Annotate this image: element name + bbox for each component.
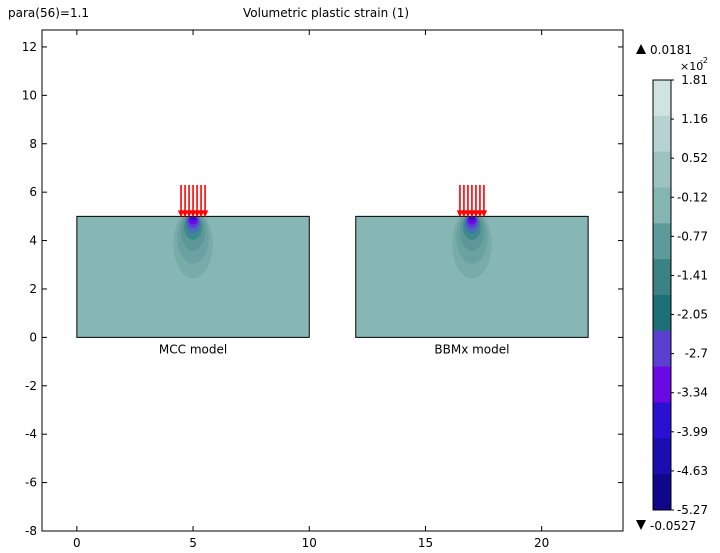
colorbar-swatch [653,295,671,332]
y-tick-label: 0 [29,330,37,344]
min-triangle-icon [636,520,646,530]
colorbar-tick-label: -0.12 [677,190,708,204]
max-triangle-icon [636,44,646,54]
colorbar-swatch [653,115,671,153]
colorbar-multiplier-exponent: -2 [700,56,708,65]
min-value-label: -0.0527 [650,519,696,533]
colorbar-tick-label: -5.27 [677,503,708,517]
colorbar-tick-label: -2.7 [685,347,708,361]
y-tick-label: -2 [25,379,37,393]
strain-contour-group [452,216,492,279]
parameter-label: para(56)=1.1 [8,6,90,20]
colorbar-swatch [653,80,671,117]
colorbar-tick-label: -4.63 [677,464,708,478]
colorbar-tick-label: -0.77 [677,229,708,243]
colorbar-tick-label: -3.99 [677,425,708,439]
y-tick-label: -8 [25,524,37,538]
strain-contour-band [190,216,197,221]
colorbar-swatch [653,187,671,224]
colorbar-swatch [653,438,671,475]
y-tick-label: 6 [29,185,37,199]
colorbar-swatch [653,402,671,439]
colorbar-tick-label: 1.81 [681,73,708,87]
load-arrow-head [480,210,488,218]
load-arrow-head [201,210,209,218]
colorbar-multiplier: ×10 [680,60,703,73]
colorbar-tick-label: -3.34 [677,386,708,400]
colorbar-swatch [653,474,671,511]
y-tick-label: 10 [22,88,37,102]
colorbar-tick-label: -1.41 [677,268,708,282]
y-tick-label: -4 [25,427,37,441]
colorbar-tick-label: -2.05 [677,308,708,322]
x-tick-label: 15 [418,536,433,550]
y-tick-label: 8 [29,137,37,151]
strain-contour-band [468,216,475,221]
colorbar-tick-label: 1.16 [681,112,708,126]
x-tick-label: 10 [302,536,317,550]
y-tick-label: -6 [25,476,37,490]
colorbar-swatch [653,223,671,260]
y-tick-label: 4 [29,234,37,248]
plot-title: Volumetric plastic strain (1) [243,6,410,20]
strain-contour-group [173,216,213,279]
domain-label: MCC model [159,342,227,356]
domain-label: BBMx model [434,342,509,356]
x-tick-label: 20 [534,536,549,550]
colorbar-tick-label: 0.52 [681,151,708,165]
colorbar-swatch [653,330,671,368]
x-tick-label: 5 [189,536,197,550]
max-value-label: 0.0181 [650,43,692,57]
colorbar-frame [652,79,672,511]
x-tick-label: 0 [73,536,81,550]
colorbar-swatch [653,259,671,296]
colorbar-swatch [653,366,671,403]
plot-area-frame [41,29,624,532]
colorbar-swatch [653,151,671,188]
y-tick-label: 2 [29,282,37,296]
y-tick-label: 12 [22,40,37,54]
